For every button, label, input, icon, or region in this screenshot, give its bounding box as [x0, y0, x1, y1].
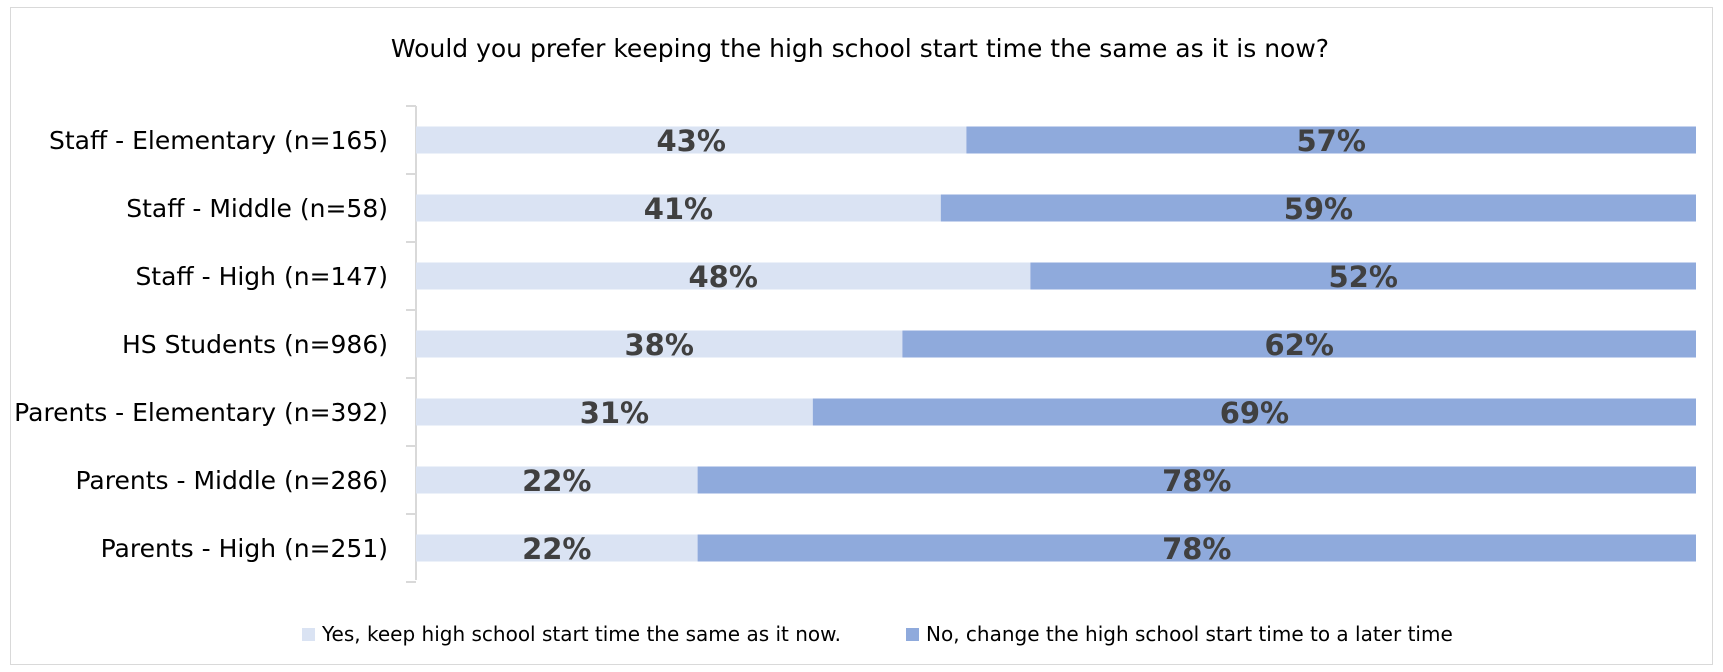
data-label: 52% [1328, 260, 1397, 294]
bar-yes [416, 398, 813, 426]
category-axis: Staff - Elementary (n=165) Staff - Middle… [14, 105, 417, 583]
bar-no [902, 330, 1696, 358]
legend-swatch [302, 628, 315, 641]
data-label: 38% [624, 328, 693, 362]
data-label: 62% [1264, 328, 1333, 362]
bar-no [1030, 262, 1696, 290]
legend-item-yes: Yes, keep high school start time the sam… [321, 622, 841, 646]
bar-yes [416, 330, 903, 358]
data-label: 78% [1162, 464, 1231, 498]
bar-no [940, 194, 1696, 222]
bar-yes [416, 262, 1031, 290]
data-label: 57% [1296, 124, 1365, 158]
bar-yes [416, 194, 941, 222]
data-labels: 43% 57% 41% 59% 48% 52% 38% 62% 31% 69% 22% 78% 22% 7… [522, 124, 1398, 566]
data-label: 78% [1162, 532, 1231, 566]
data-label: 59% [1284, 192, 1353, 226]
category-label: Staff - Middle (n=58) [126, 194, 388, 223]
category-label: Staff - High (n=147) [135, 262, 388, 291]
bar-no [966, 126, 1696, 154]
data-label: 43% [656, 124, 725, 158]
category-label: Parents - Middle (n=286) [75, 466, 388, 495]
category-label: HS Students (n=986) [122, 330, 388, 359]
data-label: 41% [644, 192, 713, 226]
bars [416, 126, 1696, 562]
legend: Yes, keep high school start time the sam… [302, 622, 1453, 646]
category-label: Parents - Elementary (n=392) [14, 398, 388, 427]
bar-no [697, 466, 1696, 494]
legend-item-no: No, change the high school start time to… [926, 622, 1453, 646]
bar-yes [416, 126, 967, 154]
data-label: 22% [522, 464, 591, 498]
legend-swatch [906, 628, 919, 641]
data-label: 48% [688, 260, 757, 294]
data-label: 31% [580, 396, 649, 430]
data-label: 69% [1220, 396, 1289, 430]
chart-title: Would you prefer keeping the high school… [391, 34, 1329, 63]
data-label: 22% [522, 532, 591, 566]
bar-yes [416, 534, 698, 562]
bar-no [812, 398, 1696, 426]
bar-no [697, 534, 1696, 562]
category-label: Parents - High (n=251) [101, 534, 388, 563]
category-label: Staff - Elementary (n=165) [49, 126, 388, 155]
bar-yes [416, 466, 698, 494]
